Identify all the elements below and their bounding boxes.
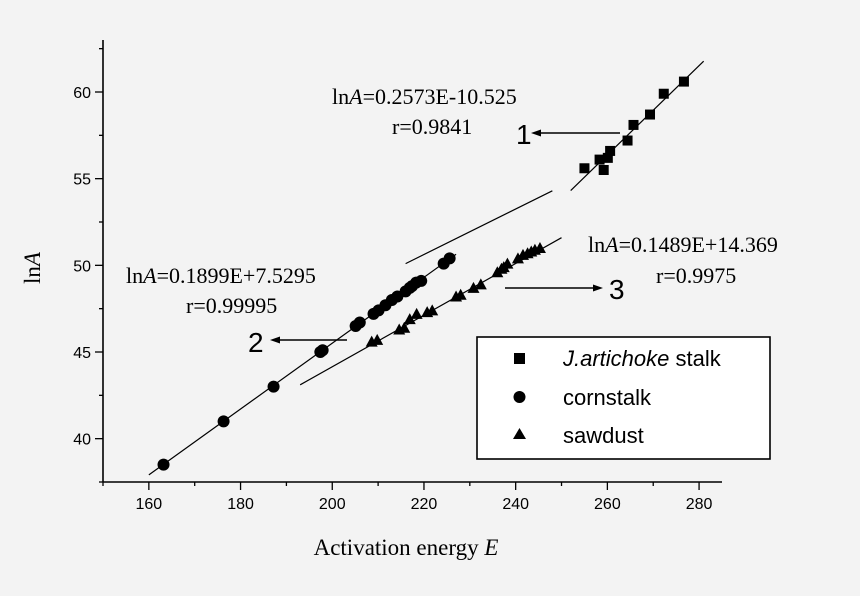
point-cornstalk — [267, 380, 280, 393]
y-tick-label: 45 — [73, 345, 91, 362]
x-tick-label: 180 — [227, 496, 254, 513]
x-axis-label: Activation energy E — [314, 535, 499, 560]
point-jartichoke — [602, 152, 613, 163]
legend-label-sawdust: sawdust — [563, 423, 644, 448]
y-tick-label: 40 — [73, 432, 91, 449]
point-jartichoke — [598, 165, 609, 175]
point-jartichoke — [658, 88, 669, 99]
y-tick-label: 50 — [73, 258, 91, 275]
point-jartichoke — [594, 154, 605, 165]
point-sawdust — [454, 288, 467, 300]
point-jartichoke — [622, 135, 633, 146]
legend-label-cornstalk: cornstalk — [563, 385, 652, 410]
point-sawdust — [533, 242, 546, 253]
point-cornstalk — [157, 458, 170, 471]
legend: J.artichoke stalk cornstalk sawdust — [476, 336, 771, 460]
point-sawdust — [511, 252, 524, 264]
point-jartichoke — [628, 119, 639, 130]
legend-square-marker — [514, 353, 525, 364]
point-sawdust — [474, 278, 487, 290]
point-jartichoke — [645, 109, 656, 120]
arrow-head-2 — [270, 336, 280, 344]
point-cornstalk — [415, 274, 428, 287]
arrow-head-3 — [593, 284, 603, 292]
legend-triangle-marker — [513, 428, 526, 439]
point-cornstalk — [353, 316, 366, 329]
equation-3: lnA=0.1489E+14.369 — [588, 232, 778, 257]
point-jartichoke — [678, 76, 689, 87]
y-axis-label: lnA — [20, 251, 45, 284]
series-label-3: 3 — [609, 274, 625, 305]
x-tick-label: 200 — [319, 496, 346, 513]
point-sawdust — [403, 313, 416, 325]
x-tick-label: 240 — [502, 496, 529, 513]
point-sawdust — [410, 307, 423, 319]
point-jartichoke — [605, 145, 616, 156]
point-jartichoke — [579, 163, 590, 174]
point-cornstalk — [316, 344, 329, 357]
x-tick-label: 280 — [686, 496, 713, 513]
y-tick-label: 55 — [73, 172, 91, 189]
extra-fit-line — [405, 190, 553, 265]
r-value-3: r=0.9975 — [656, 263, 736, 288]
point-cornstalk — [443, 252, 456, 265]
data-points — [157, 76, 689, 471]
equation-2: lnA=0.1899E+7.5295 — [126, 263, 316, 288]
r-value-1: r=0.9841 — [392, 114, 472, 139]
y-tick-label: 60 — [73, 85, 91, 102]
point-sawdust — [501, 257, 514, 269]
point-sawdust — [398, 321, 411, 333]
x-tick-label: 160 — [136, 496, 163, 513]
point-sawdust — [467, 281, 480, 293]
x-tick-label: 220 — [411, 496, 438, 513]
x-tick-label: 260 — [594, 496, 621, 513]
legend-label-jartichoke: J.artichoke stalk — [562, 346, 722, 371]
legend-circle-marker — [513, 391, 526, 403]
series-label-2: 2 — [248, 327, 264, 358]
axes: 160 180 200 220 240 260 280 40 45 50 55 60 — [73, 40, 722, 513]
equation-1: lnA=0.2573E-10.525 — [332, 84, 517, 109]
point-sawdust — [371, 333, 384, 345]
r-value-2: r=0.99995 — [186, 293, 277, 318]
point-cornstalk — [217, 415, 230, 428]
legend-box — [476, 336, 771, 460]
series-label-1: 1 — [516, 119, 532, 150]
arrow-head-1 — [531, 129, 541, 137]
point-sawdust — [426, 304, 439, 316]
